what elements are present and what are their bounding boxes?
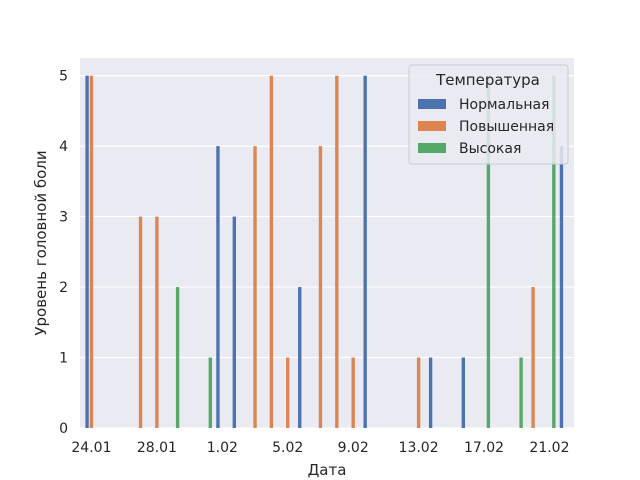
bar xyxy=(232,216,236,428)
bar xyxy=(486,75,491,428)
bar xyxy=(559,146,564,428)
bar xyxy=(89,75,94,428)
bar xyxy=(318,146,323,428)
bar xyxy=(269,75,274,428)
bar xyxy=(416,357,421,428)
bar xyxy=(335,75,339,428)
bar xyxy=(155,216,159,428)
bar xyxy=(85,75,89,428)
legend-swatch xyxy=(418,143,446,153)
legend-label: Повышенная xyxy=(459,119,554,135)
x-tick-label: 24.01 xyxy=(71,440,111,456)
bar xyxy=(175,287,180,428)
y-tick-label: 5 xyxy=(59,69,68,85)
y-tick-label: 1 xyxy=(59,351,68,367)
bar xyxy=(286,357,290,428)
x-tick-label: 21.02 xyxy=(529,440,569,456)
legend-swatch xyxy=(418,121,446,131)
bar xyxy=(138,216,143,428)
x-axis-title: Дата xyxy=(308,461,347,479)
bar xyxy=(208,357,212,428)
x-axis-ticks: 24.01 28.01 1.02 5.02 9.02 13.02 17.02 21.02 xyxy=(71,440,569,456)
legend-swatch xyxy=(418,99,446,109)
bar xyxy=(298,287,302,428)
legend-label: Высокая xyxy=(459,141,521,157)
legend-title: Температура xyxy=(435,71,540,89)
bar xyxy=(363,75,367,428)
y-tick-label: 3 xyxy=(59,210,68,226)
bars xyxy=(85,75,564,428)
legend: Температура Нормальная Повышенная Высокая xyxy=(408,64,569,165)
bar xyxy=(428,357,433,428)
bar xyxy=(519,357,523,428)
legend-label: Нормальная xyxy=(459,97,549,113)
x-tick-label: 28.01 xyxy=(137,440,177,456)
legend-items: Нормальная Повышенная Высокая xyxy=(418,97,554,157)
x-tick-label: 1.02 xyxy=(207,440,238,456)
y-axis-title: Уровень головной боли xyxy=(32,150,50,335)
bar xyxy=(552,75,556,428)
legend-box xyxy=(408,64,569,165)
bar xyxy=(253,146,257,428)
x-tick-label: 5.02 xyxy=(272,440,303,456)
y-tick-label: 4 xyxy=(59,139,68,155)
x-tick-label: 13.02 xyxy=(399,440,439,456)
bar xyxy=(531,287,535,428)
y-tick-label: 0 xyxy=(59,421,68,437)
y-tick-label: 2 xyxy=(59,280,68,296)
bar xyxy=(351,357,355,428)
y-axis-ticks: 0 1 2 3 4 5 xyxy=(59,69,68,437)
x-tick-label: 17.02 xyxy=(464,440,504,456)
x-tick-label: 9.02 xyxy=(338,440,369,456)
bar xyxy=(216,146,220,428)
bar xyxy=(461,357,465,428)
